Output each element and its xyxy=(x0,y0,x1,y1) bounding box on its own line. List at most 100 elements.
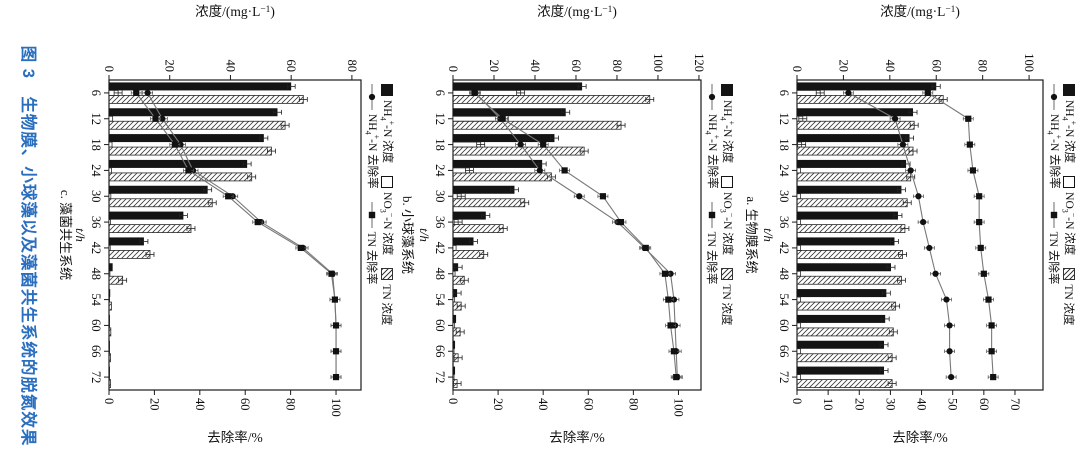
legend-item-label: TN 去除率 xyxy=(1047,231,1060,285)
time-tick-label: 42 xyxy=(777,242,791,255)
conc-axis-title: 浓度/(mg·L−1) xyxy=(537,4,617,19)
legend-item-label: NO3−-N 浓度 xyxy=(1060,192,1077,256)
legend-item-label: NH4+-N 浓度 xyxy=(1060,100,1077,164)
time-tick-label: 42 xyxy=(89,242,103,255)
x-axis-title: t/h xyxy=(73,228,88,242)
time-tick-label: 6 xyxy=(777,90,791,96)
panel-c: NH4+-N 浓度 NO3−-N 浓度 TN 浓度 NH4+-N 去除率 TN 去除率 0… xyxy=(58,0,396,474)
time-tick-label: 48 xyxy=(433,268,447,281)
conc-tick-label: 100 xyxy=(651,53,665,72)
legend-item: NO3−-N 浓度 xyxy=(719,176,736,255)
legend-item: NH4+-N 去除率 xyxy=(704,84,721,189)
time-tick-label: 24 xyxy=(777,164,791,177)
legend-item: NH4+-N 去除率 xyxy=(364,84,381,189)
plot-frame xyxy=(108,79,362,391)
chart-b: 0 20 40 60 80 100 120 浓度/(mg·L−1) 0 20 40 60 80 100 去除… xyxy=(400,4,706,445)
panel-subtitle: a. 生物膜系统 xyxy=(744,196,759,273)
time-tick-label: 24 xyxy=(89,164,103,177)
removal-axis: 0 20 40 60 80 100 去除率/% xyxy=(102,390,343,445)
time-tick-label: 54 xyxy=(89,293,103,306)
removal-axis: 0 10 20 30 40 50 60 70 去除率/% xyxy=(790,390,1022,445)
legend-item-label: NH4+-N 去除率 xyxy=(363,114,381,189)
plot-frame xyxy=(452,79,702,391)
legend-item: TN 去除率 xyxy=(365,201,381,284)
chart-c: 0 20 40 60 80 浓度/(mg·L−1) 0 20 40 60 80 100 去除率/% 6 12… xyxy=(58,4,362,445)
removal-tick-label: 60 xyxy=(581,398,595,411)
time-tick-label: 24 xyxy=(433,164,447,177)
removal-tick-label: 30 xyxy=(883,398,897,411)
time-tick-label: 48 xyxy=(777,268,791,281)
legend-a: NH4+-N 浓度 NO3−-N 浓度 TN 浓度 NH4+-N 去除率 TN 去除率 xyxy=(1046,0,1077,474)
conc-tick-label: 40 xyxy=(223,60,237,73)
time-tick-label: 66 xyxy=(777,345,791,358)
legend-item: NH4+-N 浓度 xyxy=(1061,84,1077,163)
time-axis: 6 12 18 24 30 36 42 48 54 60 66 72 t/h xyxy=(73,90,109,384)
time-tick-label: 48 xyxy=(89,268,103,281)
legend-item-label: TN 浓度 xyxy=(720,284,733,326)
line-series-tn-removal xyxy=(130,89,342,381)
legend-item-label: NO3−-N 浓度 xyxy=(378,192,396,256)
legend-item: NO3−-N 浓度 xyxy=(379,176,396,255)
x-axis-title: t/h xyxy=(761,228,776,242)
conc-tick-label: 40 xyxy=(883,60,897,73)
legend-item-label: TN 去除率 xyxy=(705,231,718,285)
conc-tick-label: 40 xyxy=(528,60,542,73)
x-axis-title: t/h xyxy=(417,228,432,242)
bar-series-tn-conc xyxy=(796,95,948,388)
open-square-icon xyxy=(721,176,734,189)
panel-subtitle: c. 藻菌共生系统 xyxy=(60,190,73,280)
legend-b: NH4+-N 浓度 NO3−-N 浓度 TN 浓度 NH4+-N 去除率 TN 去除率 xyxy=(704,0,736,474)
removal-tick-label: 40 xyxy=(193,398,207,411)
time-tick-label: 54 xyxy=(433,293,447,306)
removal-tick-label: 60 xyxy=(238,398,252,411)
circle-line-icon xyxy=(369,84,376,110)
legend-item-label: NH4+-N 浓度 xyxy=(718,100,736,164)
line-series-nh4-removal xyxy=(470,89,683,381)
open-square-icon xyxy=(381,176,394,189)
conc-tick-label: 80 xyxy=(345,60,359,73)
removal-tick-label: 100 xyxy=(671,398,685,417)
concentration-axis: 0 20 40 60 80 浓度/(mg·L−1) xyxy=(102,4,359,80)
removal-tick-label: 60 xyxy=(977,398,991,411)
legend-row-2: NH4+-N 去除率 TN 去除率 xyxy=(704,0,721,474)
time-tick-label: 72 xyxy=(89,371,103,384)
legend-item-label: NO3−-N 浓度 xyxy=(718,192,736,256)
time-tick-label: 6 xyxy=(433,90,447,96)
removal-tick-label: 40 xyxy=(915,398,929,411)
legend-item: NH4+-N 去除率 xyxy=(1046,84,1063,189)
removal-tick-label: 50 xyxy=(946,398,960,411)
time-axis: 6 12 18 24 30 36 42 48 54 60 66 72 t/h xyxy=(417,90,453,383)
time-tick-label: 60 xyxy=(777,319,791,332)
time-tick-label: 12 xyxy=(89,113,103,126)
time-tick-label: 12 xyxy=(777,113,791,126)
line-series-tn-removal xyxy=(469,89,682,381)
bar-series-no3-conc xyxy=(452,90,526,380)
figure-caption: 图 3 生物膜、小球藻以及藻菌共生系统的脱氮效果 xyxy=(19,45,37,447)
square-line-icon xyxy=(709,201,716,228)
bar-series-tn-conc xyxy=(108,95,308,388)
conc-tick-label: 20 xyxy=(487,60,501,73)
conc-tick-label: 20 xyxy=(836,60,850,73)
time-tick-label: 42 xyxy=(433,242,447,255)
legend-row-1: NH4+-N 浓度 NO3−-N 浓度 TN 浓度 xyxy=(719,0,736,474)
legend-item: TN 去除率 xyxy=(705,201,721,285)
removal-tick-label: 100 xyxy=(329,398,343,417)
bar-series-nh4-conc xyxy=(108,82,296,375)
legend-item: TN 浓度 xyxy=(1062,268,1077,326)
panel-b: NH4+-N 浓度 NO3−-N 浓度 TN 浓度 NH4+-N 去除率 TN 去除率 0… xyxy=(395,0,736,474)
conc-tick-label: 80 xyxy=(610,60,624,73)
bar-series-nh4-conc xyxy=(796,82,941,375)
removal-tick-label: 0 xyxy=(102,398,116,404)
time-tick-label: 72 xyxy=(777,371,791,384)
legend-item: NH4+-N 浓度 xyxy=(719,84,736,163)
panel-subtitle: b. 小球藻系统 xyxy=(400,196,415,274)
removal-tick-label: 0 xyxy=(446,398,460,404)
circle-line-icon xyxy=(709,84,716,110)
legend-row-1: NH4+-N 浓度 NO3−-N 浓度 TN 浓度 xyxy=(1060,0,1077,474)
open-square-icon xyxy=(1063,176,1076,189)
legend-item-label: NH4+-N 浓度 xyxy=(378,100,396,164)
removal-tick-label: 20 xyxy=(147,398,161,411)
line-series-tn-removal xyxy=(922,89,999,381)
